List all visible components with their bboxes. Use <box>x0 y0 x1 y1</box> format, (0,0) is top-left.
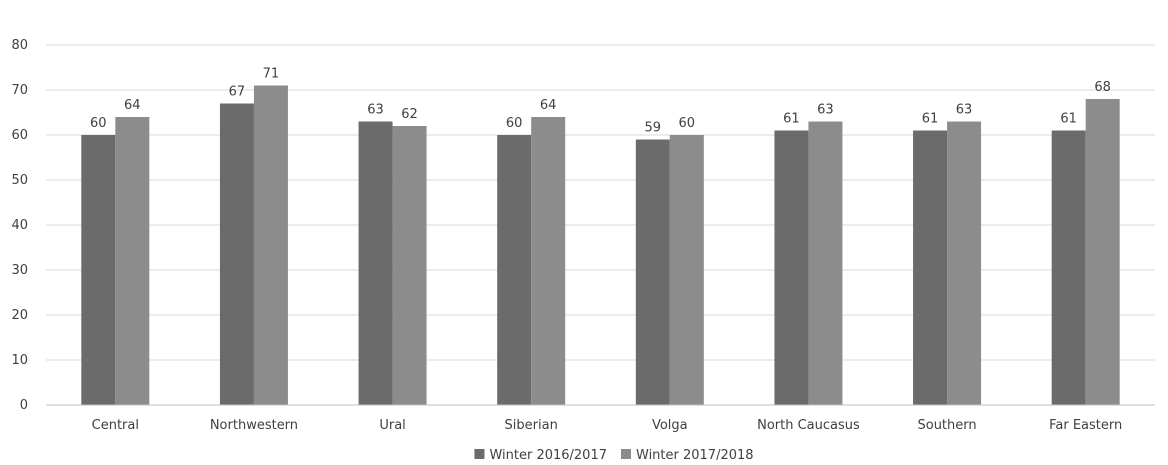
y-tick-label: 40 <box>11 218 28 233</box>
y-tick-label: 70 <box>11 83 28 98</box>
y-tick-label: 80 <box>11 38 28 53</box>
data-label: 61 <box>922 112 939 127</box>
y-axis: 0 10 20 30 40 50 60 70 80 <box>11 38 28 413</box>
bars: 60 64 67 71 63 62 60 64 59 60 61 63 61 63 61 68 <box>81 67 1120 405</box>
data-label: 60 <box>90 116 107 131</box>
x-tick-label: Southern <box>917 418 976 433</box>
x-tick-label: Ural <box>379 418 405 433</box>
data-label: 64 <box>124 98 141 113</box>
x-tick-label: Central <box>92 418 139 433</box>
x-tick-label: Volga <box>652 418 688 433</box>
bar-ural-series-1 <box>358 121 393 405</box>
x-tick-label: North Caucasus <box>757 418 860 433</box>
bar-ural-series-2 <box>392 126 427 405</box>
data-label: 68 <box>1094 80 1111 95</box>
bar-siberian-series-1 <box>497 135 532 405</box>
y-tick-label: 50 <box>11 173 28 188</box>
bar-siberian-series-2 <box>531 117 566 405</box>
data-label: 71 <box>263 67 280 82</box>
y-tick-label: 0 <box>20 398 28 413</box>
bar-northwestern-series-1 <box>219 103 254 405</box>
data-label: 59 <box>645 121 662 136</box>
y-tick-label: 20 <box>11 308 28 323</box>
bar-north-caucasus-series-2 <box>808 121 843 405</box>
legend: Winter 2016/2017 Winter 2017/2018 <box>474 448 754 463</box>
legend-label: Winter 2017/2018 <box>636 448 754 463</box>
y-tick-label: 60 <box>11 128 28 143</box>
bar-far-eastern-series-2 <box>1085 99 1120 405</box>
data-label: 60 <box>506 116 523 131</box>
legend-swatch <box>474 449 485 459</box>
y-tick-label: 10 <box>11 353 28 368</box>
data-label: 63 <box>956 103 973 118</box>
bar-northwestern-series-2 <box>253 85 288 405</box>
data-label: 67 <box>229 85 246 100</box>
bar-southern-series-2 <box>947 121 982 405</box>
data-label: 61 <box>783 112 800 127</box>
data-label: 63 <box>817 103 834 118</box>
data-label: 60 <box>679 116 696 131</box>
legend-swatch <box>621 449 631 459</box>
legend-label: Winter 2016/2017 <box>489 448 607 463</box>
x-axis: Central Northwestern Ural Siberian Volga Nort… <box>46 404 1155 433</box>
x-tick-label: Siberian <box>505 418 558 433</box>
data-label: 61 <box>1060 112 1077 127</box>
bar-central-series-2 <box>115 117 150 405</box>
data-label: 62 <box>401 107 418 122</box>
x-tick-label: Northwestern <box>210 418 298 433</box>
bar-southern-series-1 <box>913 130 948 405</box>
bar-central-series-1 <box>81 135 116 405</box>
data-label: 64 <box>540 98 557 113</box>
bar-volga-series-1 <box>635 139 670 405</box>
bar-far-eastern-series-1 <box>1051 130 1086 405</box>
y-tick-label: 30 <box>11 263 28 278</box>
bar-north-caucasus-series-1 <box>774 130 809 405</box>
data-label: 63 <box>367 103 384 118</box>
bar-volga-series-2 <box>669 135 704 405</box>
gridlines <box>46 44 1155 361</box>
x-tick-label: Far Eastern <box>1049 418 1122 433</box>
